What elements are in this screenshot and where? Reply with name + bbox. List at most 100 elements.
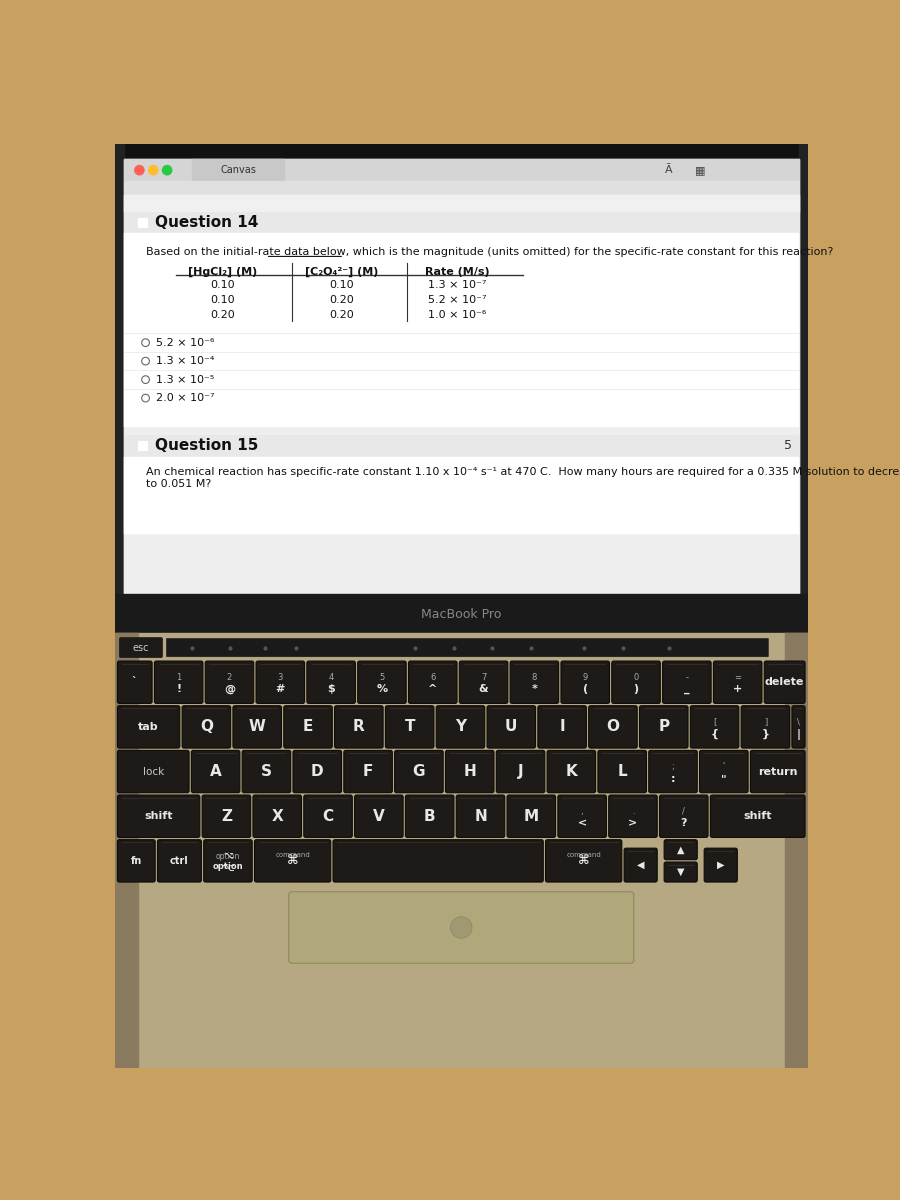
Text: ctrl: ctrl (170, 856, 189, 866)
FancyBboxPatch shape (496, 750, 544, 793)
Text: A: A (210, 764, 221, 779)
Text: ▦: ▦ (695, 166, 706, 175)
Text: 0.10: 0.10 (211, 295, 235, 305)
FancyBboxPatch shape (205, 661, 254, 703)
Text: esc: esc (132, 642, 149, 653)
Text: ;: ; (671, 762, 674, 772)
FancyBboxPatch shape (507, 796, 555, 838)
Text: ▼: ▼ (677, 868, 685, 877)
FancyBboxPatch shape (612, 661, 661, 703)
Text: }: } (761, 728, 770, 739)
Text: 6: 6 (430, 673, 436, 682)
Text: -: - (686, 673, 688, 682)
Text: X: X (271, 809, 284, 823)
FancyBboxPatch shape (545, 840, 622, 882)
Bar (124, 160, 798, 599)
Text: ⌘: ⌘ (578, 854, 590, 868)
FancyBboxPatch shape (714, 661, 762, 703)
Text: 0: 0 (634, 673, 639, 682)
Text: An chemical reaction has specific-rate constant 1.10 x 10⁻⁴ s⁻¹ at 470 C.  How m: An chemical reaction has specific-rate c… (146, 468, 900, 490)
Text: M: M (524, 809, 539, 823)
Text: 8: 8 (532, 673, 537, 682)
FancyBboxPatch shape (561, 661, 609, 703)
Circle shape (451, 917, 472, 938)
Text: ): ) (634, 684, 639, 695)
Text: R: R (353, 719, 364, 734)
Bar (785, 632, 808, 1068)
Text: Canvas: Canvas (220, 166, 256, 175)
FancyBboxPatch shape (664, 840, 698, 859)
Text: O: O (607, 719, 619, 734)
FancyBboxPatch shape (704, 848, 737, 882)
Text: T: T (404, 719, 415, 734)
Text: (: ( (582, 684, 588, 695)
Text: $: $ (328, 684, 335, 695)
Text: \: \ (797, 718, 800, 726)
Text: P: P (658, 719, 670, 734)
Text: H: H (464, 764, 476, 779)
Text: Ā: Ā (665, 166, 673, 175)
FancyBboxPatch shape (751, 750, 806, 793)
FancyBboxPatch shape (357, 661, 406, 703)
Text: [: [ (713, 718, 716, 726)
Text: 0.20: 0.20 (211, 311, 235, 320)
Bar (115, 632, 808, 1068)
Bar (124, 181, 798, 194)
Text: 0.10: 0.10 (329, 280, 355, 289)
FancyBboxPatch shape (117, 750, 189, 793)
Text: ]: ] (764, 718, 767, 726)
Text: ': ' (723, 762, 724, 772)
FancyBboxPatch shape (202, 796, 251, 838)
Text: E: E (302, 719, 313, 734)
FancyBboxPatch shape (344, 750, 392, 793)
Text: 4: 4 (328, 673, 334, 682)
Text: ,: , (580, 806, 583, 816)
FancyBboxPatch shape (203, 840, 252, 882)
FancyBboxPatch shape (538, 706, 587, 748)
Text: [C₂O₄²⁻] (M): [C₂O₄²⁻] (M) (305, 268, 379, 277)
Text: 7: 7 (481, 673, 486, 682)
Text: V: V (373, 809, 384, 823)
FancyBboxPatch shape (394, 750, 443, 793)
Text: Rate (M/s): Rate (M/s) (425, 268, 490, 277)
Text: 5.2 × 10⁻⁷: 5.2 × 10⁻⁷ (428, 295, 487, 305)
Text: &: & (479, 684, 489, 695)
FancyBboxPatch shape (182, 706, 230, 748)
Text: |: | (796, 728, 800, 739)
Text: `: ` (132, 677, 138, 688)
FancyBboxPatch shape (710, 796, 806, 838)
FancyBboxPatch shape (456, 796, 505, 838)
Text: S: S (261, 764, 272, 779)
Text: 3: 3 (277, 673, 283, 682)
Bar (124, 194, 798, 211)
FancyBboxPatch shape (409, 661, 457, 703)
FancyBboxPatch shape (660, 796, 708, 838)
Text: lock: lock (142, 767, 164, 776)
Text: shift: shift (743, 811, 772, 821)
Text: %: % (376, 684, 388, 695)
FancyBboxPatch shape (649, 750, 698, 793)
FancyBboxPatch shape (510, 661, 559, 703)
Text: ▲: ▲ (677, 845, 685, 854)
Text: D: D (310, 764, 324, 779)
Bar (124, 211, 798, 233)
FancyBboxPatch shape (284, 706, 332, 748)
FancyBboxPatch shape (192, 750, 240, 793)
Text: 5: 5 (785, 439, 792, 452)
Circle shape (135, 166, 144, 175)
Text: ▶: ▶ (717, 860, 725, 870)
FancyBboxPatch shape (335, 706, 383, 748)
Text: Q: Q (200, 719, 213, 734)
Text: 1.3 × 10⁻⁴: 1.3 × 10⁻⁴ (157, 356, 215, 366)
FancyBboxPatch shape (256, 661, 304, 703)
Bar (798, 144, 808, 606)
Text: N: N (474, 809, 487, 823)
Bar (124, 457, 798, 534)
Text: >: > (628, 818, 637, 828)
Text: 2.0 × 10⁻⁷: 2.0 × 10⁻⁷ (157, 394, 215, 403)
Circle shape (141, 395, 149, 402)
Circle shape (148, 166, 157, 175)
Text: ?: ? (680, 818, 687, 828)
Text: =: = (734, 673, 742, 682)
Text: ": " (721, 774, 726, 784)
